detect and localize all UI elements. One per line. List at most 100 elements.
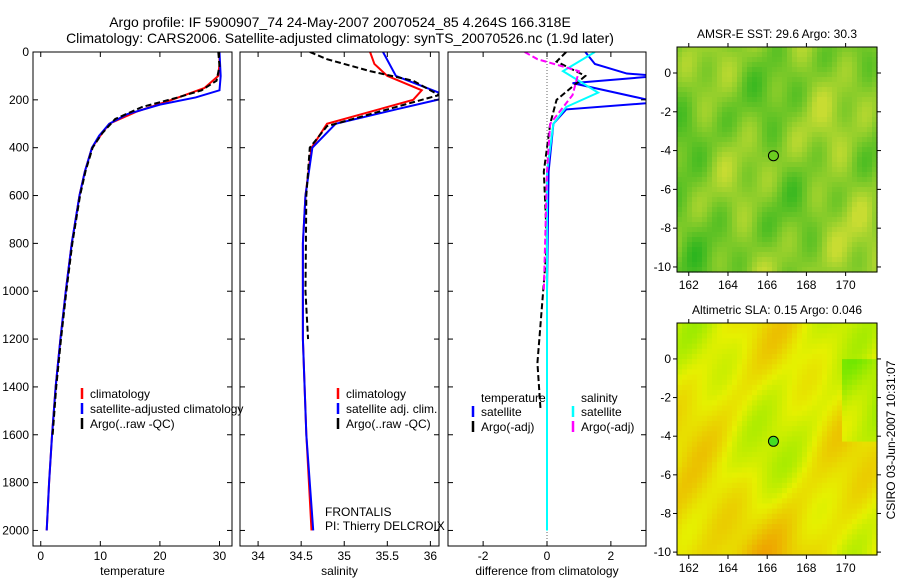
sla-cell — [692, 513, 698, 520]
sst-cell — [862, 47, 868, 53]
sla-cell — [682, 482, 688, 489]
sla-cell — [772, 539, 778, 546]
sst-cell — [682, 47, 688, 53]
sst-cell — [697, 67, 703, 73]
sst-cell — [732, 177, 738, 183]
sla-cell — [827, 467, 833, 474]
sst-cell — [772, 92, 778, 98]
sla-cell — [822, 529, 828, 535]
sst-cell — [832, 172, 838, 178]
sst-cell — [837, 222, 843, 228]
sla-cell — [677, 539, 683, 546]
sst-cell — [712, 177, 718, 183]
sla-cell — [747, 426, 753, 432]
sla-cell — [782, 462, 788, 468]
sla-cell — [757, 477, 763, 484]
sst-cell — [807, 102, 813, 108]
sst-cell — [837, 157, 843, 163]
sst-cell — [762, 82, 768, 88]
sla-cell — [802, 328, 808, 334]
sst-cell — [802, 97, 808, 103]
sla-cell — [682, 441, 688, 448]
sla-cell — [707, 451, 713, 458]
sla-cell — [697, 462, 703, 468]
sla-cell — [702, 534, 708, 541]
sst-cell — [837, 142, 843, 148]
sla-cell — [772, 446, 778, 453]
sla-cell — [762, 539, 768, 546]
sla-cell — [732, 544, 738, 551]
sla-cell — [697, 333, 703, 340]
sst-cell — [802, 182, 808, 188]
sst-cell — [787, 147, 793, 153]
sst-cell — [697, 117, 703, 123]
sst-cell — [757, 182, 763, 188]
y-tick-label: 200 — [9, 93, 29, 107]
sst-cell — [752, 102, 758, 108]
sst-cell — [697, 237, 703, 243]
sla-cell — [817, 353, 823, 360]
sst-cell — [747, 137, 753, 143]
sst-cell — [807, 62, 813, 68]
y-tick-label: 1000 — [2, 284, 29, 298]
sla-cell — [767, 518, 773, 525]
sst-cell — [852, 102, 858, 108]
sla-cell — [772, 390, 778, 396]
sst-cell — [852, 52, 858, 58]
sla-cell — [827, 441, 833, 448]
sst-cell — [812, 247, 818, 253]
sst-cell — [757, 207, 763, 213]
sla-cell — [852, 431, 858, 438]
sla-cell — [732, 498, 738, 505]
sst-cell — [727, 147, 733, 153]
sla-cell — [687, 518, 693, 525]
sla-cell — [677, 390, 683, 396]
sst-cell — [832, 212, 838, 218]
sst-cell — [762, 167, 768, 173]
sst-cell — [682, 257, 688, 263]
sla-cell — [732, 338, 738, 345]
sla-cell — [717, 503, 723, 510]
sst-cell — [722, 72, 728, 78]
sla-cell — [817, 323, 823, 329]
sst-cell — [757, 127, 763, 133]
sst-cell — [687, 197, 693, 203]
sla-cell — [862, 436, 868, 443]
sla-cell — [807, 328, 813, 334]
sla-cell — [822, 544, 828, 551]
sla-cell — [727, 338, 733, 345]
sla-cell — [777, 529, 783, 535]
sst-cell — [847, 152, 853, 158]
sst-cell — [692, 192, 698, 198]
sst-cell — [872, 57, 878, 63]
sla-cell — [742, 353, 748, 360]
sla-cell — [717, 405, 723, 412]
sla-cell — [787, 415, 793, 422]
sla-cell — [847, 374, 853, 381]
sla-cell — [792, 482, 798, 489]
sst-cell — [852, 67, 858, 73]
sla-cell — [767, 472, 773, 479]
sst-cell — [677, 112, 683, 118]
sla-cell — [857, 364, 863, 370]
sla-cell — [837, 446, 843, 453]
sla-cell — [692, 534, 698, 541]
sst-cell — [767, 137, 773, 143]
sla-cell — [857, 420, 863, 427]
sst-cell — [697, 172, 703, 178]
sst-cell — [822, 232, 828, 238]
sst-cell — [717, 217, 723, 223]
sst-cell — [752, 147, 758, 153]
sla-cell — [827, 482, 833, 489]
sla-cell — [707, 441, 713, 448]
sla-cell — [867, 379, 873, 386]
sst-cell — [827, 217, 833, 223]
sla-cell — [687, 482, 693, 489]
sst-cell — [752, 197, 758, 203]
sst-cell — [767, 257, 773, 263]
sla-cell — [847, 353, 853, 360]
sst-cell — [792, 217, 798, 223]
sla-cell — [732, 348, 738, 355]
sla-cell — [812, 369, 818, 376]
sla-cell — [742, 431, 748, 438]
